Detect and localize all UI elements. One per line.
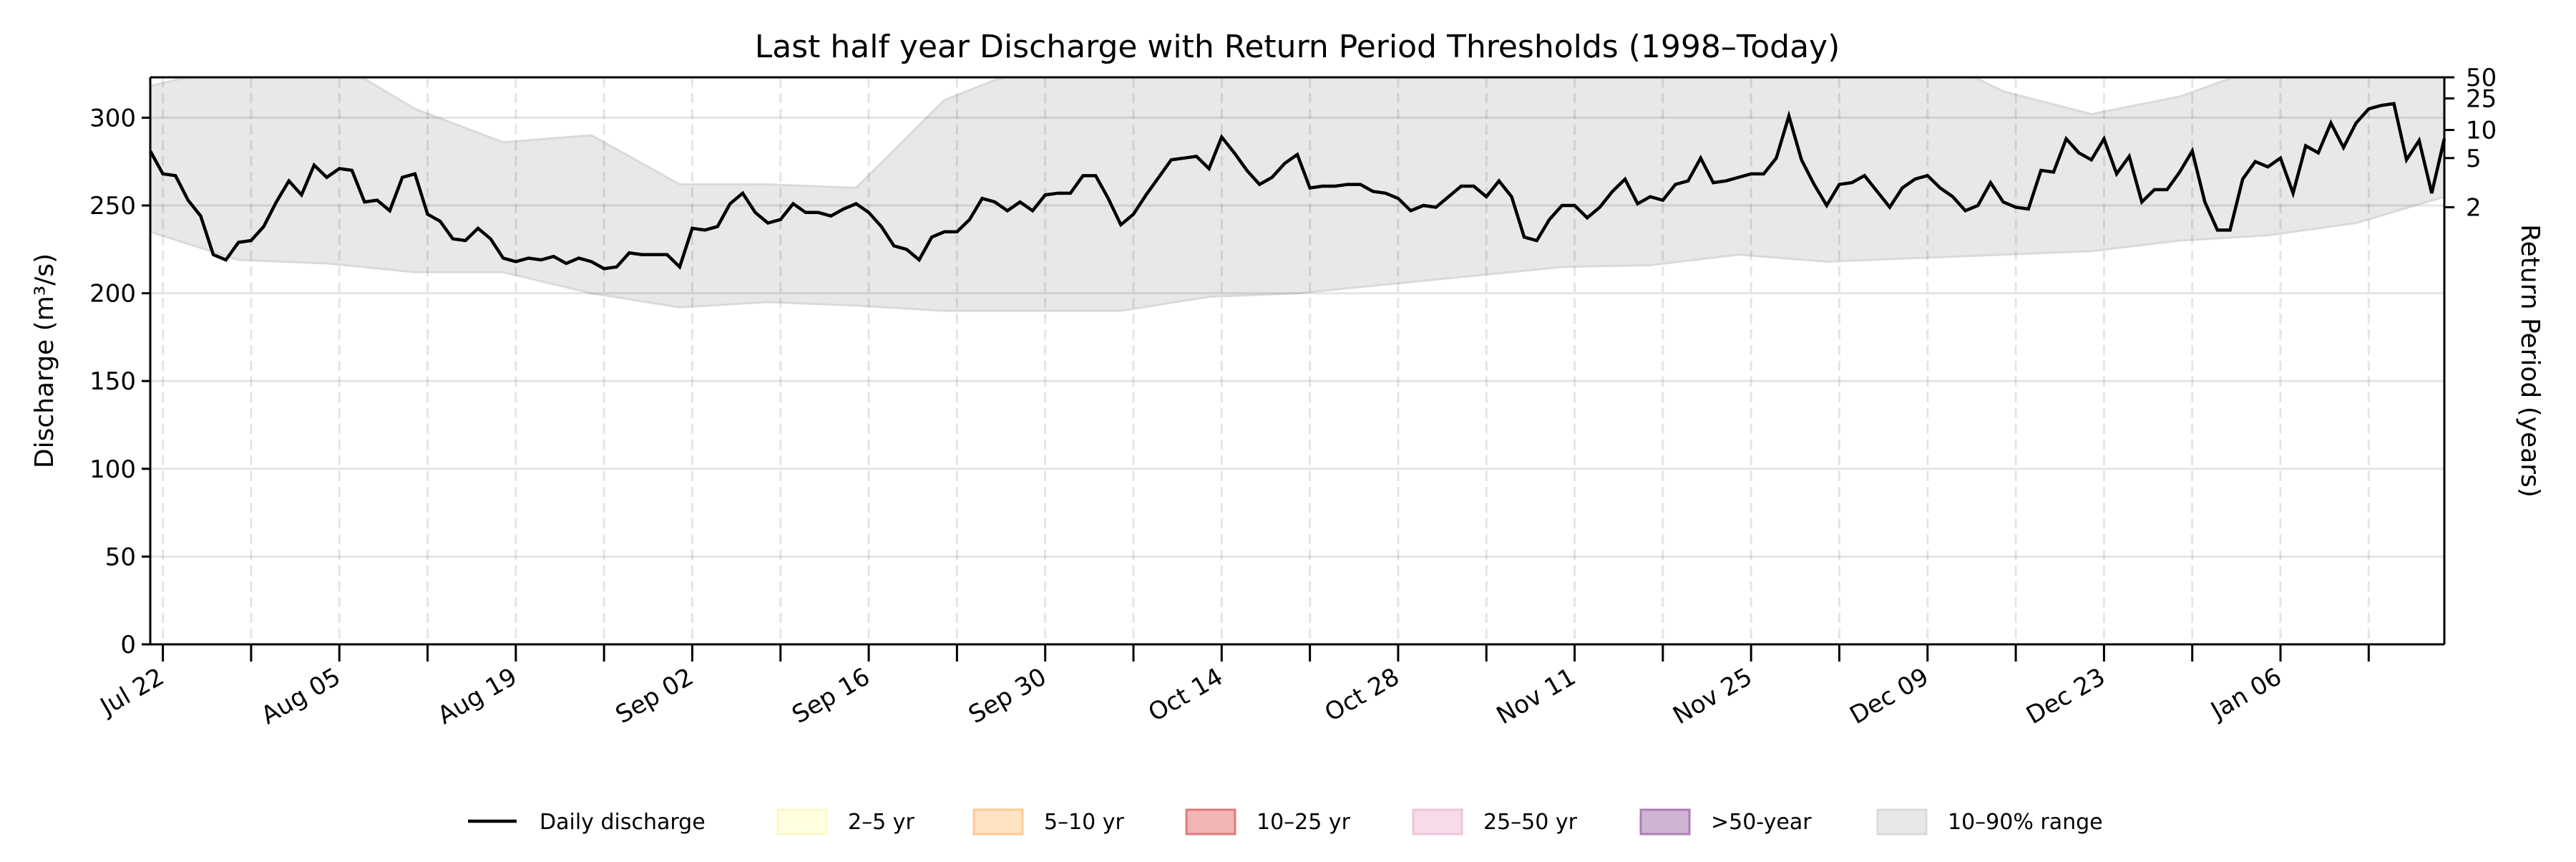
grid-layer — [150, 77, 2444, 646]
y2-tick-label: 5 — [2466, 145, 2482, 173]
legend-patch-swatch — [1876, 808, 1928, 836]
legend-patch-swatch — [1412, 808, 1463, 836]
y2-axis-label: Return Period (years) — [2515, 224, 2545, 498]
y2-tick-label: 2 — [2466, 193, 2482, 222]
legend-label: 2–5 yr — [848, 810, 914, 835]
range-band-area — [149, 76, 2446, 312]
x-tick-label: Sep 02 — [611, 662, 698, 730]
x-tick-label: Aug 05 — [256, 662, 345, 730]
y-tick-label: 300 — [89, 104, 136, 132]
legend-label: 10–25 yr — [1257, 810, 1351, 835]
y-tick-label: 0 — [120, 631, 136, 659]
legend-patch-swatch — [776, 808, 828, 836]
x-tick-label: Sep 16 — [787, 662, 874, 730]
y-tick-label: 50 — [105, 543, 136, 571]
x-tick-label: Oct 28 — [1320, 662, 1405, 727]
legend-label: >50-year — [1711, 810, 1812, 835]
range-band-layer — [149, 76, 2446, 312]
daily-discharge-line — [149, 102, 2446, 271]
x-tick-label: Sep 30 — [964, 662, 1051, 730]
x-tick-label: Nov 25 — [1668, 662, 1757, 730]
legend-label: 10–90% range — [1948, 810, 2103, 835]
y2-tick-label: 25 — [2466, 84, 2497, 113]
y-axis-label: Discharge (m³/s) — [30, 253, 59, 468]
y-tick-label: 150 — [89, 367, 136, 396]
x-tick-label: Jul 22 — [94, 662, 169, 722]
legend-patch-swatch — [972, 808, 1024, 836]
y-tick-label: 250 — [89, 192, 136, 221]
y-tick-label: 100 — [89, 455, 136, 484]
x-tick-label: Jan 06 — [2205, 662, 2287, 726]
line-layer — [149, 102, 2446, 271]
x-tick-label: Dec 23 — [2021, 662, 2110, 730]
legend: Daily discharge 2–5 yr 5–10 yr 10–25 yr 25–5… — [468, 808, 2103, 836]
legend-label: 25–50 yr — [1483, 810, 1578, 835]
x-tick-label: Oct 14 — [1143, 662, 1228, 727]
chart-title: Last half year Discharge with Return Per… — [755, 29, 1840, 65]
legend-label: Daily discharge — [540, 810, 706, 835]
x-tick-label: Nov 11 — [1492, 662, 1581, 730]
y-tick-label: 200 — [89, 280, 136, 309]
y2-tick-label: 10 — [2466, 117, 2497, 145]
legend-label: 5–10 yr — [1044, 810, 1125, 835]
y2-tick-label: 50 — [2466, 64, 2497, 92]
legend-patch-swatch — [1185, 808, 1236, 836]
x-tick-label: Dec 09 — [1845, 662, 1933, 730]
x-tick-label: Aug 19 — [433, 662, 522, 730]
legend-patch-swatch — [1639, 808, 1691, 836]
